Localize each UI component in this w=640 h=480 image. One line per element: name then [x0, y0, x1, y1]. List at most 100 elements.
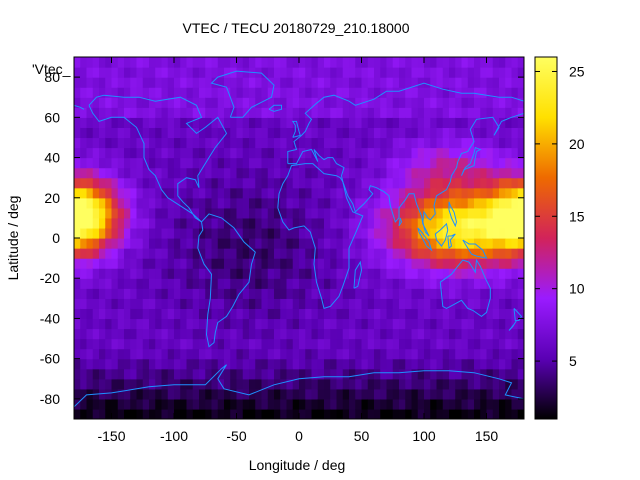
heatmap-cell	[430, 167, 438, 179]
heatmap-cell	[199, 398, 206, 410]
heatmap-cell	[142, 338, 150, 350]
heatmap-cell	[474, 197, 481, 209]
heatmap-cell	[280, 378, 288, 390]
heatmap-cell	[455, 137, 463, 149]
heatmap-cell	[130, 318, 138, 330]
heatmap-cell	[149, 177, 156, 189]
heatmap-cell	[505, 348, 513, 360]
heatmap-cell	[349, 258, 356, 269]
heatmap-cell	[124, 288, 131, 299]
heatmap-cell	[199, 268, 206, 279]
heatmap-cell	[330, 67, 338, 78]
heatmap-cell	[211, 378, 219, 390]
heatmap-cell	[517, 57, 524, 68]
heatmap-cell	[455, 298, 463, 309]
heatmap-cell	[224, 227, 231, 239]
heatmap-cell	[486, 207, 494, 219]
heatmap-cell	[330, 77, 338, 88]
heatmap-cell	[186, 238, 194, 249]
heatmap-cell	[80, 238, 88, 249]
heatmap-cell	[217, 177, 225, 189]
heatmap-cell	[249, 408, 256, 419]
heatmap-cell	[405, 328, 413, 340]
heatmap-cell	[211, 87, 219, 98]
heatmap-cell	[136, 127, 144, 139]
heatmap-cell	[442, 278, 450, 289]
heatmap-cell	[74, 107, 81, 118]
heatmap-cell	[255, 388, 263, 400]
heatmap-cell	[311, 177, 319, 189]
coastline-path	[197, 213, 256, 348]
heatmap-cell	[392, 388, 400, 400]
heatmap-cell	[336, 348, 344, 360]
heatmap-cell	[424, 217, 431, 229]
heatmap-cell	[180, 217, 188, 229]
heatmap-cell	[136, 268, 144, 279]
heatmap-cell	[517, 157, 524, 169]
heatmap-cell	[136, 197, 144, 209]
heatmap-cell	[155, 288, 163, 299]
heatmap-cell	[330, 328, 338, 340]
heatmap-cell	[224, 77, 231, 88]
heatmap-cell	[467, 398, 475, 410]
heatmap-cell	[174, 137, 181, 149]
heatmap-cell	[149, 308, 156, 320]
heatmap-cell	[299, 318, 306, 330]
heatmap-cell	[186, 187, 194, 199]
coastline-path	[74, 364, 524, 408]
heatmap-cell	[117, 207, 125, 219]
heatmap-cell	[111, 278, 119, 289]
heatmap-cell	[499, 298, 506, 309]
heatmap-cell	[411, 268, 419, 279]
heatmap-cell	[86, 207, 94, 219]
heatmap-cell	[217, 147, 225, 159]
heatmap-cell	[299, 187, 306, 199]
heatmap-cell	[211, 97, 219, 108]
heatmap-cell	[511, 268, 519, 279]
heatmap-cell	[342, 97, 350, 108]
heatmap-cell	[386, 77, 394, 88]
heatmap-cell	[330, 127, 338, 139]
heatmap-cell	[511, 87, 519, 98]
heatmap-cell	[180, 97, 188, 108]
heatmap-cell	[461, 217, 469, 229]
heatmap-cell	[411, 298, 419, 309]
heatmap-cell	[380, 368, 388, 380]
coastline-path	[268, 104, 282, 112]
heatmap-cell	[261, 248, 269, 259]
heatmap-cell	[505, 288, 513, 299]
heatmap-cell	[311, 408, 319, 419]
heatmap-cell	[305, 268, 313, 279]
heatmap-cell	[461, 328, 469, 340]
heatmap-cell	[149, 338, 156, 350]
heatmap-cell	[92, 368, 100, 380]
heatmap-cell	[405, 398, 413, 410]
heatmap-cell	[374, 87, 381, 98]
heatmap-cell	[380, 288, 388, 299]
heatmap-cell	[174, 67, 181, 78]
heatmap-cell	[224, 177, 231, 189]
heatmap-cell	[255, 308, 263, 320]
heatmap-cell	[105, 87, 113, 98]
heatmap-cell	[474, 87, 481, 98]
heatmap-cell	[136, 217, 144, 229]
heatmap-cell	[267, 117, 275, 128]
heatmap-cell	[430, 67, 438, 78]
heatmap-cell	[186, 328, 194, 340]
heatmap-cell	[511, 378, 519, 390]
heatmap-cell	[105, 308, 113, 320]
heatmap-cell	[430, 298, 438, 309]
heatmap-cell	[92, 127, 100, 139]
heatmap-cell	[499, 288, 506, 299]
heatmap-cell	[255, 57, 263, 68]
heatmap-cell	[199, 278, 206, 289]
heatmap-cell	[80, 388, 88, 400]
heatmap-cell	[292, 338, 300, 350]
heatmap-cell	[399, 348, 406, 360]
heatmap-cell	[517, 258, 524, 269]
heatmap-cell	[117, 137, 125, 149]
heatmap-cell	[99, 67, 106, 78]
heatmap-cell	[280, 258, 288, 269]
heatmap-cell	[467, 217, 475, 229]
heatmap-cell	[411, 67, 419, 78]
